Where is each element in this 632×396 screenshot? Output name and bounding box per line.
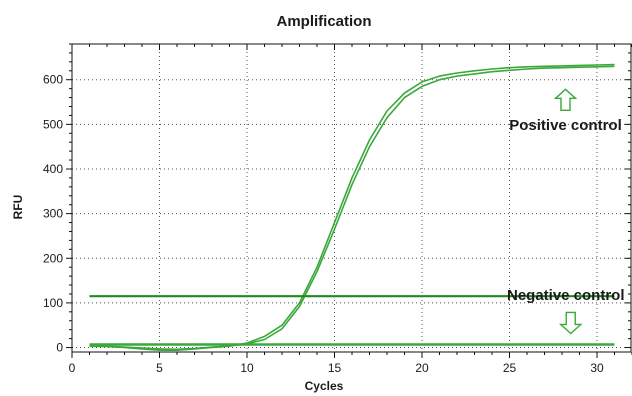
grid xyxy=(72,44,632,352)
x-tick-label: 30 xyxy=(590,361,604,375)
amplification-curve-2 xyxy=(89,65,615,351)
x-tick-label: 15 xyxy=(328,361,342,375)
plot-frame xyxy=(71,43,632,353)
series-group xyxy=(89,63,615,351)
y-tick-label: 600 xyxy=(43,73,63,87)
negative-control-label: Negative control xyxy=(507,287,625,304)
up-arrow-icon xyxy=(553,88,578,111)
y-tick-label: 400 xyxy=(43,162,63,176)
x-tick-label: 0 xyxy=(69,361,76,375)
y-tick-label: 500 xyxy=(43,117,63,131)
amplification-curve-1 xyxy=(89,63,615,351)
y-tick-label: 200 xyxy=(43,251,63,265)
positive-control-label: Positive control xyxy=(509,117,622,134)
x-tick-label: 20 xyxy=(415,361,429,375)
x-tick-label: 10 xyxy=(240,361,254,375)
chart-title: Amplification xyxy=(276,13,371,30)
x-tick-label: 5 xyxy=(156,361,163,375)
y-tick-label: 300 xyxy=(43,207,63,221)
x-axis-label: Cycles xyxy=(305,379,344,393)
x-tick-label: 25 xyxy=(503,361,517,375)
down-arrow-icon xyxy=(558,311,583,335)
y-tick-label: 100 xyxy=(43,296,63,310)
y-axis-label: RFU xyxy=(11,195,25,220)
y-tick-label: 0 xyxy=(56,341,63,355)
annotations: Positive control Negative control xyxy=(507,88,625,335)
